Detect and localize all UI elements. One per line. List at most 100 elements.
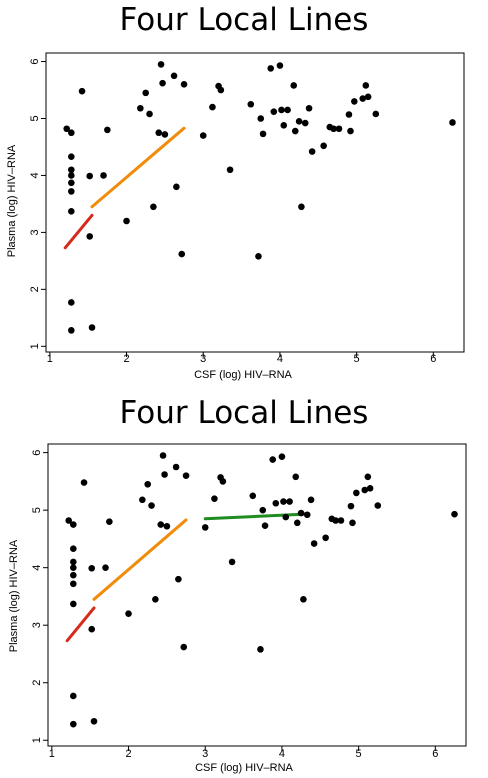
data-point (70, 558, 77, 566)
data-point (86, 233, 94, 240)
data-point (290, 82, 298, 89)
data-point (68, 299, 75, 306)
y-axis-label: Plasma (log) HIV–RNA (6, 144, 18, 257)
data-point (270, 108, 278, 115)
data-point (320, 142, 327, 150)
data-point (349, 519, 356, 527)
data-point (65, 517, 73, 524)
data-point (291, 127, 299, 135)
data-point (247, 100, 255, 108)
data-point (182, 472, 190, 479)
data-point (303, 511, 311, 519)
chart-title: Four Local Lines (119, 2, 369, 38)
data-point (159, 452, 167, 459)
x-tick-label: 4 (279, 748, 285, 760)
local-fit-line (203, 512, 307, 521)
data-point (68, 172, 75, 179)
data-point (366, 484, 374, 492)
data-point (152, 596, 159, 603)
data-point (261, 522, 269, 529)
data-point (257, 115, 265, 122)
y-tick-label: 1 (31, 737, 43, 743)
data-point (125, 610, 132, 617)
data-point (146, 110, 153, 118)
data-point (157, 61, 165, 68)
data-point (106, 518, 113, 525)
y-tick-label: 5 (31, 507, 43, 513)
data-point (172, 463, 180, 471)
data-point (142, 89, 150, 97)
x-tick-label: 3 (202, 748, 208, 760)
y-tick-label: 3 (29, 229, 41, 235)
y-tick-label: 6 (29, 58, 41, 64)
data-point (286, 498, 293, 505)
y-tick-label: 2 (29, 286, 41, 292)
data-point (155, 129, 163, 137)
data-point (86, 172, 94, 180)
data-point (337, 517, 345, 524)
data-point (362, 82, 370, 89)
data-point (272, 499, 280, 507)
data-point (322, 534, 329, 542)
plot-frame (47, 443, 467, 747)
y-tick-label: 2 (31, 680, 43, 686)
data-point (364, 93, 372, 101)
data-point (70, 692, 77, 700)
data-point (351, 98, 358, 105)
data-point (68, 129, 75, 137)
data-point (209, 103, 216, 111)
data-point (180, 643, 188, 651)
data-point (284, 106, 291, 114)
data-point (211, 495, 218, 502)
data-point (217, 86, 225, 94)
data-point (305, 104, 313, 112)
y-tick-label: 4 (29, 172, 41, 178)
data-point (335, 125, 343, 133)
data-point (90, 717, 98, 725)
data-point (361, 486, 369, 494)
x-tick-label: 1 (49, 748, 55, 760)
data-point (68, 153, 75, 160)
data-point (451, 510, 458, 518)
data-point (347, 502, 355, 510)
local-fit-line (63, 213, 94, 250)
y-tick-label: 4 (31, 565, 43, 571)
data-point (178, 250, 186, 258)
x-tick-label: 5 (356, 748, 362, 760)
data-point (269, 456, 277, 463)
data-point (259, 506, 267, 514)
y-tick-label: 6 (31, 450, 43, 456)
data-point (359, 95, 367, 102)
x-tick-label: 2 (123, 353, 129, 365)
data-point (161, 131, 169, 138)
data-point (249, 492, 257, 500)
scatter-plot: CSF (log) HIV–RNA Plasma (log) HIV–RNA 1… (6, 52, 465, 381)
data-point (330, 125, 337, 133)
y-tick-label: 1 (29, 343, 41, 349)
x-tick-label: 1 (47, 353, 53, 365)
data-point (278, 453, 286, 460)
data-point (70, 521, 77, 528)
data-point (173, 183, 180, 191)
data-point (88, 324, 96, 331)
data-point (100, 172, 107, 179)
data-point (219, 478, 227, 485)
data-point (364, 473, 372, 481)
data-point (70, 571, 77, 579)
data-point (68, 208, 75, 215)
data-point (68, 188, 75, 195)
chart-title: Four Local Lines (119, 395, 369, 431)
x-tick-label: 2 (125, 748, 131, 760)
data-point (282, 513, 290, 521)
data-point (163, 522, 171, 530)
data-point (280, 498, 287, 505)
local-fit-line (65, 606, 96, 643)
data-point (257, 646, 264, 653)
data-point (70, 580, 77, 588)
data-point (88, 564, 96, 572)
data-point (372, 110, 380, 118)
data-point (293, 519, 301, 527)
data-point (307, 496, 315, 504)
x-axis-label: CSF (log) HIV–RNA (195, 762, 293, 774)
